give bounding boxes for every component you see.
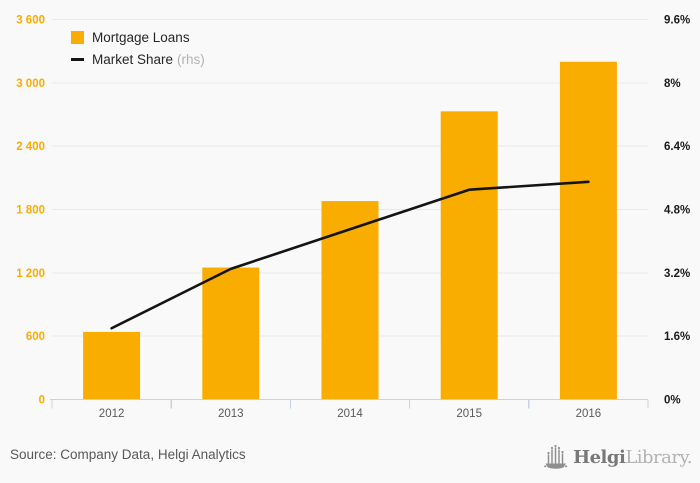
- helgi-library-logo[interactable]: Helgi Library.: [543, 444, 692, 471]
- left-axis-label: 3 000: [16, 78, 45, 90]
- legend-square-icon: [71, 30, 84, 44]
- helgi-ark-icon: [544, 444, 568, 469]
- right-axis-label: 9.6%: [664, 15, 690, 27]
- left-axis-label: 1 800: [16, 205, 45, 217]
- legend-line-icon: [71, 57, 84, 61]
- x-axis-label: 2012: [99, 408, 125, 420]
- chart-area: 0 600 1 200 1 800 2 400 3 000 3 600 0% 1.6% 3.2% 4…: [16, 15, 690, 421]
- legend-item-mortgage-loans[interactable]: Mortgage Loans: [71, 26, 205, 48]
- right-axis-label: 4.8%: [664, 205, 690, 217]
- bar-2016[interactable]: [559, 61, 617, 400]
- legend-label-rhs: (rhs): [177, 51, 205, 67]
- legend-label-mortgage-loans: Mortgage Loans: [92, 29, 190, 45]
- bar-2012[interactable]: [83, 331, 141, 400]
- legend-item-market-share[interactable]: Market Share (rhs): [71, 48, 205, 70]
- chart-footer: Source: Company Data, Helgi Analytics: [0, 432, 700, 483]
- left-axis-label: 2 400: [16, 141, 45, 153]
- x-axis-label: 2014: [337, 408, 363, 420]
- bar-2014[interactable]: [321, 201, 379, 400]
- logo-text-library: Library.: [625, 447, 692, 468]
- left-axis-label: 0: [39, 395, 45, 407]
- right-axis-label: 8%: [664, 78, 681, 90]
- right-axis-label: 0%: [664, 395, 681, 407]
- bar-2013[interactable]: [202, 267, 260, 400]
- x-axis-label: 2013: [218, 408, 244, 420]
- left-axis-label: 1 200: [16, 268, 45, 280]
- right-axis-label: 3.2%: [664, 268, 690, 280]
- left-axis-label: 3 600: [16, 15, 45, 27]
- bar-2015[interactable]: [440, 111, 498, 400]
- source-text: Source: Company Data, Helgi Analytics: [10, 447, 246, 462]
- logo-text-helgi: Helgi: [573, 447, 626, 468]
- right-axis-label: 1.6%: [664, 331, 690, 343]
- legend-label-market-share: Market Share: [92, 51, 174, 67]
- market-share-line[interactable]: [110, 180, 590, 330]
- right-axis-label: 6.4%: [664, 141, 690, 153]
- x-axis-label: 2015: [456, 408, 482, 420]
- left-axis-label: 600: [26, 331, 45, 343]
- x-axis-label: 2016: [576, 408, 602, 420]
- chart-legend: Mortgage Loans Market Share (rhs): [71, 26, 205, 70]
- chart-canvas: 0 600 1 200 1 800 2 400 3 000 3 600 0% 1.6% 3.2% 4…: [16, 15, 690, 421]
